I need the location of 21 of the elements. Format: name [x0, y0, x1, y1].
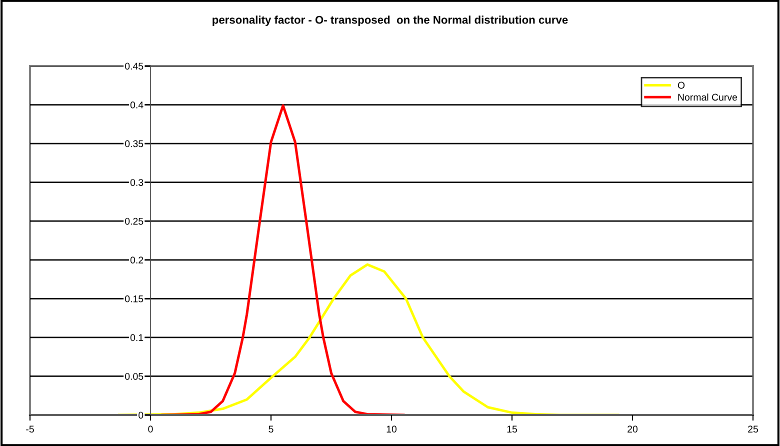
y-tick-label: 0.05 [125, 372, 144, 380]
line-series [161, 104, 405, 415]
legend-label: O [678, 82, 685, 89]
chart-title: personality factor - O- transposed on the Normal distribution curve [212, 16, 568, 26]
legend-label: Normal Curve [678, 94, 738, 101]
x-tick-label: 0 [148, 426, 153, 433]
y-tick-label: 0.45 [125, 62, 144, 70]
y-tick-label: 0.25 [125, 218, 144, 225]
x-tick-label: 25 [748, 426, 758, 433]
x-tick-label: 10 [386, 426, 397, 433]
y-tick-label: 0.1 [130, 334, 144, 342]
y-tick-label: 0.35 [125, 140, 144, 148]
x-tick-label: -5 [26, 426, 34, 433]
x-tick-label: 20 [628, 426, 638, 433]
y-tick-label: 0.2 [130, 256, 144, 264]
x-tick-label: 15 [507, 426, 517, 433]
x-tick-label: 5 [268, 426, 274, 433]
y-tick-label: 0 [138, 412, 144, 419]
y-tick-label: 0.3 [130, 179, 144, 186]
y-tick-label: 0.4 [130, 102, 144, 108]
y-tick-label: 0.15 [125, 295, 144, 302]
